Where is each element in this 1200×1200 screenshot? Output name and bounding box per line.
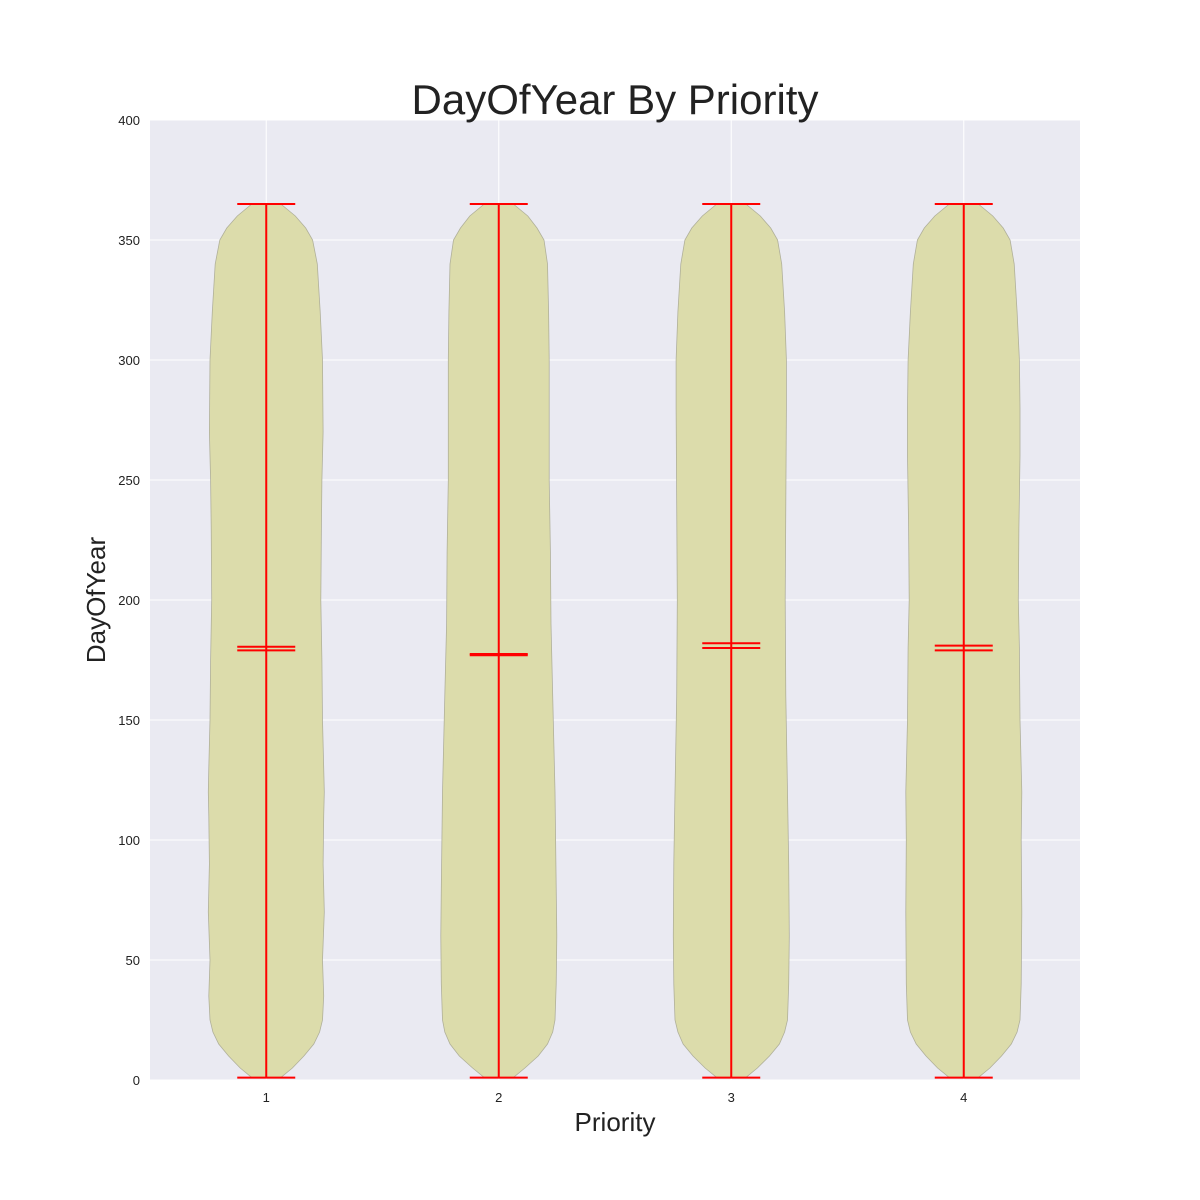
y-tick-label: 150 (118, 713, 140, 728)
x-axis-ticks: 1 2 3 4 (263, 1090, 968, 1105)
violins (207, 203, 1023, 1079)
y-tick-label: 300 (118, 353, 140, 368)
y-tick-label: 50 (126, 953, 140, 968)
y-tick-label: 250 (118, 473, 140, 488)
y-axis-label: DayOfYear (81, 537, 111, 664)
chart-title: DayOfYear By Priority (412, 76, 819, 123)
y-tick-label: 100 (118, 833, 140, 848)
y-tick-label: 400 (118, 113, 140, 128)
x-tick-label: 3 (728, 1090, 735, 1105)
y-tick-label: 0 (133, 1073, 140, 1088)
violin-4 (905, 203, 1023, 1079)
y-tick-label: 350 (118, 233, 140, 248)
violin-1 (207, 203, 325, 1079)
violin-3 (672, 203, 790, 1079)
y-axis-ticks: 0 50 100 150 200 250 300 350 400 (118, 113, 140, 1088)
y-tick-label: 200 (118, 593, 140, 608)
x-tick-label: 4 (960, 1090, 967, 1105)
x-tick-label: 1 (263, 1090, 270, 1105)
x-tick-label: 2 (495, 1090, 502, 1105)
x-axis-label: Priority (575, 1107, 656, 1137)
violin-2 (440, 203, 558, 1079)
